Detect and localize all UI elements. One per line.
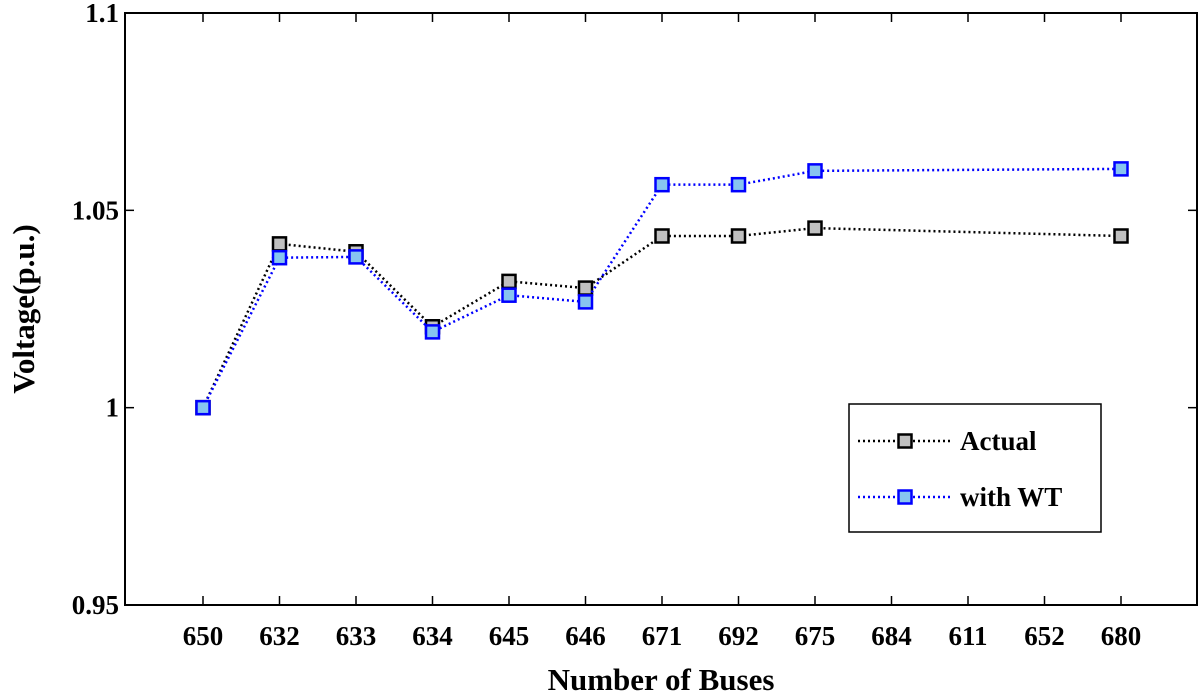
data-point-with-wt (348, 249, 364, 265)
data-point-actual (730, 228, 747, 244)
x-tick-label: 611 (948, 621, 987, 651)
legend-label-with-wt: with WT (960, 482, 1062, 512)
series-line-with-wt (201, 167, 1122, 409)
series-layer (195, 161, 1129, 416)
x-tick-label: 675 (795, 621, 836, 651)
data-point-with-wt (730, 176, 747, 193)
y-tick-label: 1.1 (85, 0, 119, 28)
x-tick-label: 646 (565, 621, 606, 651)
data-point-with-wt (424, 324, 441, 340)
x-tick-label: 684 (871, 621, 912, 651)
data-point-with-wt (1113, 161, 1129, 177)
x-tick-label: 633 (336, 621, 377, 651)
x-tick-label: 652 (1024, 621, 1065, 651)
data-point-actual (501, 273, 517, 290)
data-point-actual (1113, 228, 1129, 244)
legend-label-actual: Actual (960, 426, 1037, 456)
x-tick-label: 692 (718, 621, 759, 651)
x-axis: 650 632 633 634 645 646 671 692 675 684 611 652 680 (183, 13, 1142, 651)
x-tick-label: 645 (489, 621, 530, 651)
x-tick-label: 634 (412, 621, 453, 651)
data-point-with-wt (654, 176, 670, 193)
x-tick-label: 650 (183, 621, 224, 651)
data-point-actual (654, 228, 670, 244)
legend: Actual with WT (848, 403, 1102, 533)
data-point-with-wt (501, 287, 517, 303)
x-tick-label: 671 (642, 621, 683, 651)
data-point-with-wt (271, 249, 288, 266)
data-point-with-wt (195, 399, 211, 416)
series-with-wt (195, 161, 1129, 416)
x-tick-label: 632 (259, 621, 300, 651)
data-point-actual (577, 280, 594, 296)
data-point-actual (271, 236, 288, 252)
x-tick-label: 680 (1101, 621, 1142, 651)
legend-marker-actual (897, 433, 913, 449)
data-point-with-wt (577, 294, 594, 310)
y-axis: 0.95 1 1.05 1.1 (72, 0, 1197, 620)
data-point-actual (807, 220, 823, 236)
y-axis-title: Voltage(p.u.) (6, 224, 41, 393)
x-axis-title: Number of Buses (548, 662, 775, 695)
legend-box (848, 403, 1102, 533)
legend-marker-with-wt (897, 489, 913, 505)
y-tick-label: 0.95 (72, 590, 119, 620)
y-tick-label: 1 (106, 393, 120, 423)
data-point-with-wt (807, 163, 823, 179)
y-tick-label: 1.05 (72, 195, 119, 225)
